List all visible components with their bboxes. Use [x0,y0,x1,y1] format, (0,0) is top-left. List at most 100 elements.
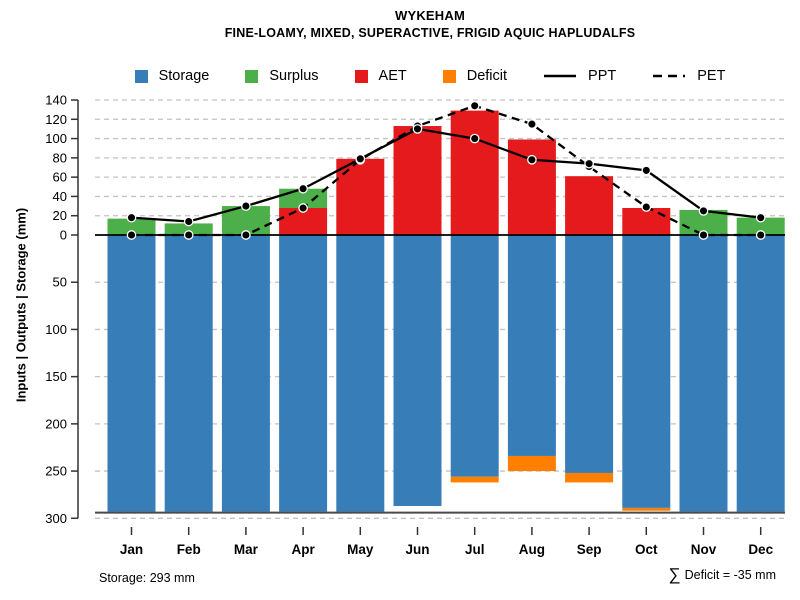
y-axis-label: Inputs | Outputs | Storage (mm) [13,207,29,403]
deficit-sum-text: Deficit = -35 mm [684,567,776,582]
ppt-point-jan [126,212,137,223]
legend-label-ppt: PPT [588,68,617,84]
ppt-point-jul [469,133,480,144]
x-label-jun: Jun [405,542,429,557]
ppt-point-sep [584,158,594,169]
ppt-point-jun [412,124,423,134]
legend-item-surplus: Surplus [245,68,319,84]
deficit-bar-jul [450,476,499,483]
ppt-line [131,127,761,223]
pet-line-sample [653,74,686,78]
storage-bar-sep [565,235,614,473]
storage-bar-jul [450,235,499,477]
x-label-apr: Apr [291,542,315,557]
y-tick-label-100: 100 [45,322,67,337]
legend-label-deficit: Deficit [466,68,508,84]
x-label-mar: Mar [234,542,259,557]
y-tick-label-100: 100 [45,131,67,146]
storage-bar-jun [393,235,442,507]
storage-bar-apr [279,235,328,512]
chart-title: WYKEHAM [394,8,465,23]
pet-point-mar [241,230,251,240]
ppt-point-nov [698,206,709,216]
ppt-point-may [355,153,366,164]
legend-item-pet: PET [652,68,725,84]
surplus-bar-jan [107,218,156,235]
x-label-oct: Oct [635,542,658,557]
y-tick-label-60: 60 [53,170,67,185]
ppt-point-mar [241,201,251,211]
storage-color-swatch [134,69,148,83]
storage-bar-aug [507,235,556,456]
y-tick-label-150: 150 [45,369,67,384]
y-tick-label-0: 0 [60,228,67,243]
pet-point-jul [469,100,480,111]
storage-bar-feb [164,235,213,512]
title-block: WYKEHAM FINE-LOAMY, MIXED, SUPERACTIVE, … [60,8,800,40]
x-label-aug: Aug [519,542,545,557]
deficit-color-swatch [442,69,456,83]
legend: Storage Surplus AET Deficit PPT PET [75,66,785,86]
x-label-may: May [347,542,374,557]
x-label-dec: Dec [748,542,773,557]
y-tick-label-50: 50 [53,275,67,290]
deficit-bar-oct [622,507,671,511]
deficit-bar-aug [507,455,556,472]
legend-item-storage: Storage [134,68,210,84]
surplus-bar-feb [164,223,213,235]
ppt-point-dec [755,212,766,223]
y-tick-label-300: 300 [45,511,67,526]
pet-point-dec [755,230,766,240]
y-tick-label-200: 200 [45,416,67,431]
aet-color-swatch [354,69,368,83]
y-tick-label-80: 80 [53,150,67,165]
storage-bar-oct [622,235,671,508]
legend-label-surplus: Surplus [269,68,319,84]
ppt-line-sample [544,74,577,78]
y-tick-label-20: 20 [53,208,67,223]
legend-item-deficit: Deficit [442,68,508,84]
aet-bar-jul [450,110,499,235]
storage-bar-dec [736,235,785,512]
x-label-feb: Feb [177,542,201,557]
x-label-jan: Jan [120,542,143,557]
y-tick-label-140: 140 [45,92,67,107]
pet-point-jan [126,230,137,240]
y-tick-label-250: 250 [45,464,67,479]
pet-point-apr [298,203,308,213]
x-label-jul: Jul [465,542,485,557]
surplus-color-swatch [245,69,259,83]
x-label-nov: Nov [691,542,717,557]
x-label-sep: Sep [577,542,602,557]
ppt-point-oct [641,165,652,176]
aet-bar-may [336,158,385,235]
legend-label-storage: Storage [158,68,210,84]
storage-bar-may [336,235,385,512]
pet-point-oct [641,202,652,212]
deficit-bar-sep [565,472,614,483]
pet-point-feb [183,230,194,240]
legend-label-pet: PET [697,68,726,84]
storage-bar-nov [679,235,728,512]
surplus-bar-dec [736,217,785,235]
ppt-point-feb [183,216,194,227]
chart-subtitle: FINE-LOAMY, MIXED, SUPERACTIVE, FRIGID A… [224,26,636,40]
storage-bar-jan [107,235,156,512]
aet-bar-oct [622,207,671,235]
legend-item-aet: AET [354,68,407,84]
ppt-point-apr [298,183,308,194]
ppt-point-aug [527,154,537,165]
y-tick-label-120: 120 [45,112,67,127]
aet-bar-sep [565,176,614,235]
legend-label-aet: AET [378,68,407,84]
legend-item-ppt: PPT [543,68,616,84]
y-tick-label-40: 40 [53,189,67,204]
storage-bar-mar [221,235,270,512]
pet-point-nov [698,230,709,240]
pet-point-aug [527,119,537,129]
storage-annotation: Storage: 293 mm [99,571,195,585]
sigma-symbol: ∑ [668,565,681,584]
deficit-sum-annotation: ∑ Deficit = -35 mm [669,566,776,583]
aet-bar-jun [393,126,442,235]
